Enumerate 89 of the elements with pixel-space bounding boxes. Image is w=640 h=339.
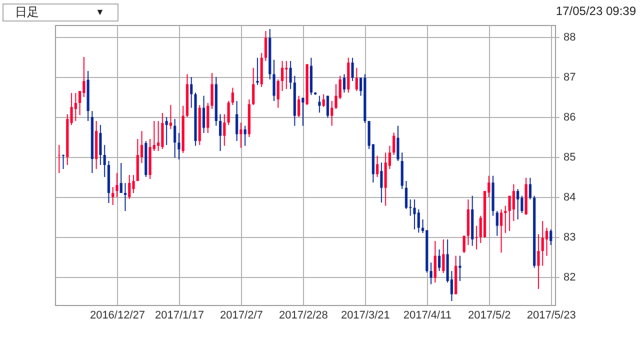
- candlestick: [504, 205, 507, 234]
- candlestick: [302, 97, 304, 126]
- candlestick: [475, 225, 478, 250]
- candlestick: [227, 100, 230, 126]
- candlestick: [392, 132, 396, 156]
- candlestick: [169, 104, 172, 130]
- candlestick: [376, 155, 379, 178]
- y-tick-label: 86: [564, 112, 576, 124]
- x-tick-label: 2017/2/28: [278, 310, 328, 322]
- candlestick: [438, 248, 441, 272]
- x-tick-label: 2017/5/23: [526, 310, 576, 322]
- candlestick: [512, 184, 515, 222]
- candlestick: [218, 114, 222, 152]
- candlestick: [161, 112, 164, 150]
- x-tick-label: 2017/1/17: [155, 310, 204, 322]
- candlestick: [458, 255, 462, 282]
- candlestick: [103, 144, 106, 178]
- candlestick: [289, 60, 292, 90]
- candlestick: [541, 220, 544, 266]
- candlestick: [223, 114, 226, 146]
- candlestick: [116, 172, 118, 198]
- candlestick: [276, 78, 280, 108]
- y-tick-label: 85: [564, 152, 576, 164]
- candlestick: [264, 30, 268, 62]
- candlestick: [157, 120, 160, 152]
- candlestick: [202, 95, 206, 134]
- candlestick: [298, 95, 300, 118]
- candlestick: [351, 57, 354, 82]
- text: 17/05/23 09:39: [556, 4, 636, 18]
- candlestick: [413, 198, 416, 230]
- candlestick: [516, 188, 520, 220]
- y-tick-label: 82: [564, 272, 576, 284]
- candlestick: [342, 74, 346, 94]
- candlestick: [355, 67, 358, 92]
- x-tick-label: 2017/4/11: [403, 310, 452, 322]
- candlestick: [334, 84, 338, 110]
- candlestick: [240, 122, 242, 148]
- candlestick: [537, 234, 540, 290]
- candlestick: [442, 238, 445, 274]
- candlestick: [318, 95, 321, 114]
- candlestick: [520, 195, 524, 214]
- candlestick: [330, 100, 334, 126]
- candlestick: [528, 177, 532, 200]
- candlestick: [178, 132, 180, 160]
- candlestick: [206, 102, 210, 134]
- y-tick-label: 84: [564, 192, 576, 204]
- candlestick: [508, 195, 511, 232]
- candlestick: [165, 116, 168, 146]
- candlestick: [272, 59, 276, 102]
- candlestick: [58, 144, 60, 174]
- candlestick: [120, 162, 122, 194]
- candlestick: [280, 60, 284, 92]
- x-tick-label: 2016/12/27: [90, 310, 146, 322]
- candlestick: [190, 76, 193, 108]
- y-tick-label: 87: [564, 72, 576, 84]
- candlestick: [500, 208, 503, 254]
- candlestick: [128, 174, 131, 200]
- candlestick: [99, 124, 102, 166]
- text: ▼: [96, 7, 104, 17]
- candlestick: [236, 100, 238, 142]
- candlestick: [62, 154, 65, 170]
- y-tick-label: 88: [564, 32, 576, 44]
- candlestick: [462, 235, 466, 254]
- candlestick: [550, 228, 552, 246]
- candlestick: [231, 87, 234, 106]
- candlestick: [256, 57, 259, 86]
- x-tick-label: 2017/5/2: [468, 310, 511, 322]
- candlestick: [396, 125, 400, 162]
- candlestick: [132, 174, 135, 194]
- text: 日足: [15, 5, 39, 19]
- candlestick: [417, 208, 420, 234]
- candlestick: [112, 186, 114, 206]
- candlestick: [496, 210, 498, 236]
- candlestick: [252, 67, 255, 106]
- candlestick: [124, 182, 127, 212]
- candlestick: [326, 95, 330, 118]
- candlestick: [322, 94, 325, 108]
- candlestick: [545, 227, 548, 256]
- candlestick: [430, 262, 432, 285]
- candlestick: [380, 162, 383, 204]
- candlestick: [244, 125, 246, 146]
- candlestick: [74, 92, 77, 122]
- candlestick: [434, 240, 436, 284]
- y-tick-label: 83: [564, 232, 576, 244]
- x-tick-label: 2017/2/7: [220, 310, 263, 322]
- candlestick: [404, 180, 408, 210]
- candlestick: [174, 118, 176, 158]
- x-tick-label: 2017/3/21: [340, 310, 390, 322]
- candlestick: [210, 72, 214, 110]
